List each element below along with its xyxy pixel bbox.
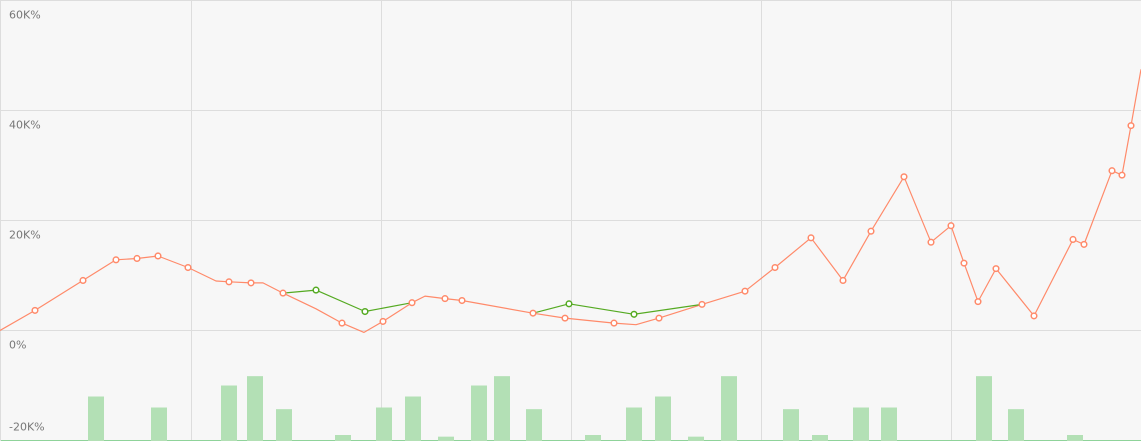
data-point [698,300,706,308]
bar [247,376,263,441]
data-point [408,299,416,307]
bar-series [88,376,1083,441]
data-point [31,306,39,314]
data-point [610,319,618,327]
data-point [807,234,815,242]
data-point [561,314,569,322]
data-point [565,300,573,308]
bar [376,407,392,441]
bar [688,436,704,441]
data-point [839,276,847,285]
y-tick-label: 40K% [9,119,41,132]
data-point [79,276,87,285]
data-point [1108,167,1116,175]
y-tick-label: 20K% [9,229,41,242]
bar [783,409,799,441]
data-point [379,317,387,325]
bar [721,376,737,441]
data-point [992,265,1000,273]
data-point [112,256,120,264]
data-point [867,227,875,235]
bar [526,409,542,441]
y-tick-label: 60K% [9,9,41,22]
data-point [247,279,255,287]
data-point [927,238,935,246]
data-point [279,289,287,297]
data-point [184,263,192,272]
data-point [529,309,537,317]
bar [438,436,454,441]
marker-series [31,122,1135,327]
data-point [655,314,663,322]
data-point [960,259,968,267]
bar [494,376,510,441]
bar [1008,409,1024,441]
bar [1067,435,1083,441]
bar [335,435,351,441]
bar [812,435,828,441]
data-point [1118,171,1126,179]
data-point [900,173,908,181]
bar [976,376,992,441]
data-point [771,263,779,272]
series-line [0,69,1141,333]
y-tick-label: -20K% [9,421,45,434]
data-point [974,298,982,306]
bar [585,435,601,441]
bar [151,407,167,441]
y-tick-label: 0% [9,339,26,352]
data-point [133,254,141,263]
bar [471,385,487,441]
data-point [312,286,320,294]
data-point [741,287,749,295]
series-line [532,303,703,315]
data-point [458,296,466,305]
bar [405,396,421,441]
data-point [1069,235,1077,244]
bar [88,396,104,441]
data-point [947,222,955,230]
data-point [154,252,162,260]
data-point [338,319,346,327]
data-point [441,295,449,303]
data-point [630,310,638,318]
data-point [1127,122,1135,130]
series-line [282,289,413,313]
data-point [225,278,233,286]
bar [655,396,671,441]
bar [221,385,237,441]
data-point [1080,240,1088,248]
bar [881,407,897,441]
data-point [361,307,369,316]
line-series [0,69,1141,333]
data-point [1030,312,1038,320]
y-axis-tick-labels: 60K% 40K% 20K% 0% -20K% [9,9,45,434]
bar [853,407,869,441]
bar [626,407,642,441]
bar [276,409,292,441]
